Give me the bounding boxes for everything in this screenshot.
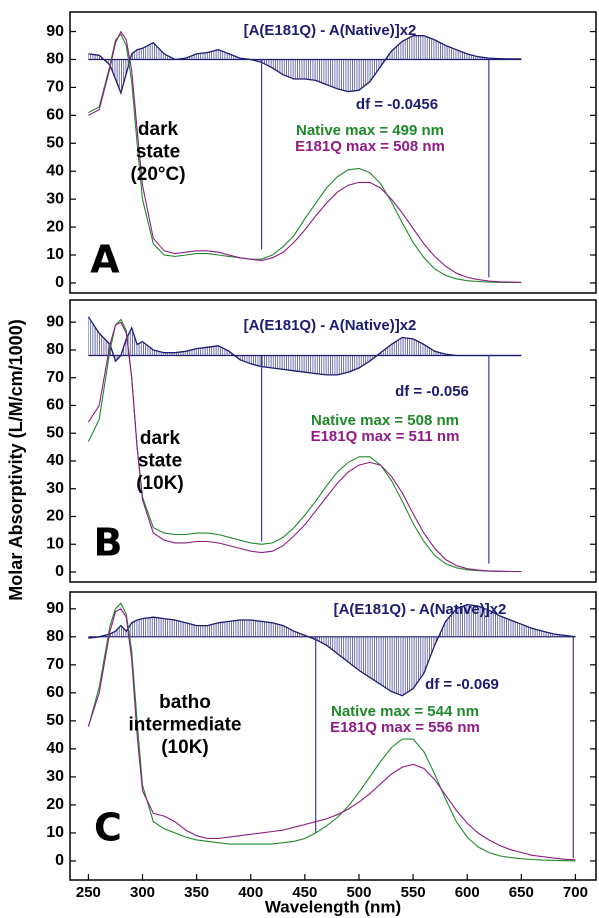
y-tick-label: 0 <box>55 852 64 869</box>
y-tick-label: 20 <box>46 508 64 525</box>
panel-letter: A <box>90 238 120 282</box>
panel: 0 10 20 30 40 50 60 70 80 90 [A(E181Q) - A(Native)… <box>46 11 597 294</box>
y-tick-label: 60 <box>46 107 64 124</box>
state-label: (20°C) <box>130 164 185 185</box>
y-tick-label: 30 <box>46 480 64 497</box>
y-tick-label: 60 <box>46 397 64 414</box>
x-tick-label: 650 <box>509 884 534 901</box>
y-tick-label: 0 <box>55 563 64 580</box>
x-tick-label: 600 <box>455 884 480 901</box>
y-axis-label: Molar Absorptivity (L/M/cm/1000) <box>6 319 26 600</box>
state-label: dark <box>138 119 179 140</box>
y-tick-label: 90 <box>46 600 64 617</box>
state-label: state <box>138 451 182 472</box>
e181q-max-label: E181Q max = 511 nm <box>311 428 460 445</box>
y-tick-label: 70 <box>46 79 64 96</box>
y-tick-label: 40 <box>46 740 64 757</box>
x-tick-label: 450 <box>292 884 317 901</box>
y-tick-label: 30 <box>46 768 64 785</box>
y-tick-label: 40 <box>46 452 64 469</box>
difference-fill <box>88 35 522 93</box>
state-label: (10K) <box>136 473 184 494</box>
native-max-label: Native max = 508 nm <box>311 412 459 429</box>
series-line <box>88 33 522 283</box>
state-label: intermediate <box>129 715 242 736</box>
y-tick-label: 30 <box>46 190 64 207</box>
x-axis-label: Wavelength (nm) <box>265 897 401 916</box>
x-tick-label: 250 <box>76 884 101 901</box>
state-label: dark <box>140 428 181 449</box>
x-tick-label: 500 <box>346 884 371 901</box>
y-tick-label: 80 <box>46 628 64 645</box>
difference-fill <box>88 316 522 375</box>
difference-fill <box>88 604 576 696</box>
state-label: batho <box>159 692 211 713</box>
state-label: (10K) <box>161 737 209 758</box>
y-tick-label: 10 <box>46 246 64 263</box>
e181q-max-label: E181Q max = 556 nm <box>330 719 480 736</box>
panel: 0 10 20 30 40 50 60 70 80 90 [A(E181Q) - A(Native)… <box>46 299 597 583</box>
y-tick-label: 20 <box>46 218 64 235</box>
y-tick-label: 50 <box>46 712 64 729</box>
plot-frame <box>69 299 597 583</box>
plot-frame <box>69 11 597 294</box>
y-tick-label: 10 <box>46 535 64 552</box>
native-max-label: Native max = 499 nm <box>296 122 444 139</box>
y-tick-label: 60 <box>46 684 64 701</box>
series-line <box>87 316 522 376</box>
y-tick-label: 50 <box>46 424 64 441</box>
e181q-max-label: E181Q max = 508 nm <box>295 138 445 155</box>
y-tick-label: 50 <box>46 135 64 152</box>
difference-label: [A(E181Q) - A(Native)]x2 <box>334 601 507 618</box>
x-tick-label: 350 <box>184 884 209 901</box>
x-tick-label: 550 <box>401 884 426 901</box>
y-tick-label: 70 <box>46 656 64 673</box>
panel: 0 10 20 30 40 50 60 70 80 90 250 300 350 400 450 500 550… <box>46 591 597 901</box>
y-tick-label: 0 <box>55 274 64 291</box>
difference-label: [A(E181Q) - A(Native)]x2 <box>244 22 417 39</box>
panel-letter: B <box>94 521 123 565</box>
difference-label: [A(E181Q) - A(Native)]x2 <box>244 317 417 334</box>
series-line <box>88 30 522 283</box>
panel-letter: C <box>94 806 122 850</box>
x-tick-label: 400 <box>238 884 263 901</box>
y-tick-label: 70 <box>46 369 64 386</box>
plot-frame <box>69 591 597 881</box>
y-tick-label: 90 <box>46 23 64 40</box>
df-annotation: df = -0.0456 <box>356 96 438 113</box>
native-max-label: Native max = 544 nm <box>331 703 479 720</box>
state-label: state <box>136 142 180 163</box>
y-tick-label: 90 <box>46 313 64 330</box>
x-tick-label: 700 <box>563 884 588 901</box>
y-tick-label: 80 <box>46 341 64 358</box>
df-annotation: df = -0.069 <box>425 676 499 693</box>
x-tick-label: 300 <box>130 884 155 901</box>
y-tick-label: 40 <box>46 162 64 179</box>
df-annotation: df = -0.056 <box>395 383 469 400</box>
y-tick-label: 10 <box>46 824 64 841</box>
y-tick-label: 80 <box>46 51 64 68</box>
y-tick-label: 20 <box>46 796 64 813</box>
series-line <box>88 35 522 96</box>
series-line <box>87 321 522 573</box>
